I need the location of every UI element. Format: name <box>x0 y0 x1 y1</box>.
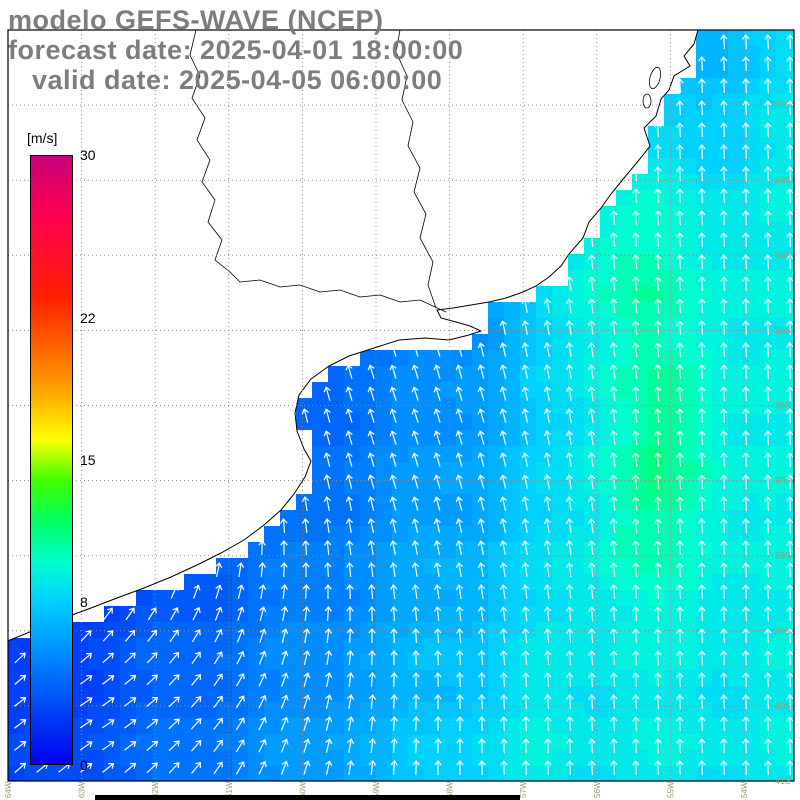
lon-tick-labels: 64W 63W 62W 61W 60W 59W 58W 57W 56W 55W 54W <box>4 781 749 798</box>
colorbar-gradient <box>30 155 73 765</box>
svg-text:61W: 61W <box>225 781 234 798</box>
svg-text:56W: 56W <box>593 781 602 798</box>
colorbar-tick-label: 15 <box>80 452 96 468</box>
grid-lines <box>8 30 794 781</box>
svg-text:33S: 33S <box>775 175 791 185</box>
forecast-date-line: forecast date: 2025-04-01 18:00:00 <box>8 35 464 65</box>
colorbar-tick-label: 22 <box>80 309 96 326</box>
svg-text:60W: 60W <box>298 781 307 798</box>
svg-text:37S: 37S <box>775 476 791 486</box>
map-frame <box>7 29 795 782</box>
wind-arrows <box>14 34 794 776</box>
lat-tick-labels: 32S 33S 34S 35S 36S 37S 38S 39S 40S 41S <box>775 100 791 786</box>
svg-text:34S: 34S <box>775 250 791 260</box>
bottom-black-bar <box>95 795 520 800</box>
svg-text:35S: 35S <box>775 325 791 335</box>
svg-text:62W: 62W <box>151 781 160 798</box>
svg-text:54W: 54W <box>740 781 749 798</box>
svg-text:38S: 38S <box>775 551 791 561</box>
svg-text:41S: 41S <box>775 776 791 786</box>
colorbar-tick-label: 0 <box>80 757 88 773</box>
river-lines <box>189 30 447 313</box>
land-region <box>0 30 698 644</box>
colorbar-unit-label: [m/s] <box>27 130 58 146</box>
svg-text:64W: 64W <box>4 781 13 798</box>
svg-text:36S: 36S <box>775 401 791 411</box>
svg-text:40S: 40S <box>775 701 791 711</box>
coastline <box>8 30 699 642</box>
model-title: modelo GEFS-WAVE (NCEP) <box>8 5 384 35</box>
svg-text:39S: 39S <box>775 626 791 636</box>
svg-text:57W: 57W <box>519 781 528 798</box>
svg-text:55W: 55W <box>666 781 675 798</box>
svg-text:63W: 63W <box>78 781 87 798</box>
valid-date-line: valid date: 2025-04-05 06:00:00 <box>8 65 443 95</box>
colorbar-tick-label: 30 <box>80 147 96 163</box>
colorbar-tick-label: 8 <box>80 594 88 611</box>
coastal-lagoons <box>642 66 662 109</box>
svg-text:32S: 32S <box>775 100 791 110</box>
svg-text:59W: 59W <box>372 781 381 798</box>
svg-text:58W: 58W <box>446 781 455 798</box>
